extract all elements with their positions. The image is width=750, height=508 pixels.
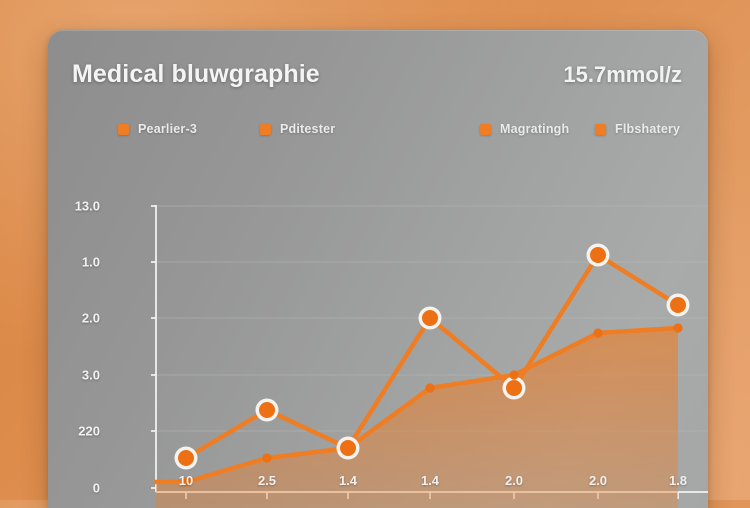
legend-label: Pearlier-3 xyxy=(138,122,197,136)
x-axis-tick-label: 1.4 xyxy=(420,473,440,488)
y-axis-tick-label: 220 xyxy=(78,423,100,439)
x-axis-tick-label: 1.4 xyxy=(338,473,358,488)
x-axis-tick-label: 2.5 xyxy=(257,473,277,488)
x-axis-tick-label: 2.0 xyxy=(504,473,524,488)
y-axis-labels: 13.0 1.0 2.0 3.0 220 0 xyxy=(54,30,100,508)
page-title: Medical bluwgraphie xyxy=(72,60,320,88)
x-axis-labels: 10 2.5 1.4 1.4 2.0 2.0 1.8 xyxy=(48,473,708,497)
legend-item-0[interactable]: Pearlier-3 xyxy=(118,118,197,140)
y-axis-tick-label: 3.0 xyxy=(81,367,100,383)
chart-legend: Pearlier-3 Pditester Magratingh Flbshatery xyxy=(70,118,695,148)
metric-value: 15.7mmol/z xyxy=(563,62,682,87)
chart-plot-area: 13.0 1.0 2.0 3.0 220 0 10 2.5 1.4 1.4 2.0 2.0 1.8 xyxy=(48,30,708,508)
x-axis-tick-label: 1.8 xyxy=(668,473,688,488)
chart-card: Medical bluwgraphie 15.7mmol/z Pearlier-… xyxy=(48,30,708,508)
legend-item-1[interactable]: Pditester xyxy=(260,118,335,140)
x-axis-tick-label: 2.0 xyxy=(588,473,608,488)
y-axis-tick-label: 0 xyxy=(92,480,100,496)
data-point[interactable] xyxy=(262,453,272,463)
legend-label: Magratingh xyxy=(500,122,570,136)
series-line-1 xyxy=(153,325,681,485)
data-point[interactable] xyxy=(670,297,686,313)
data-point[interactable] xyxy=(343,443,353,453)
legend-item-2[interactable]: Magratingh xyxy=(480,118,569,140)
data-point[interactable] xyxy=(422,310,438,326)
y-axis-tick-label: 1.0 xyxy=(81,254,100,270)
legend-label: Pditester xyxy=(280,122,336,136)
data-point[interactable] xyxy=(181,477,191,487)
data-point[interactable] xyxy=(673,323,683,333)
y-axis-tick-label: 2.0 xyxy=(81,310,100,326)
data-point[interactable] xyxy=(506,380,522,396)
data-point[interactable] xyxy=(259,402,275,418)
chart-svg xyxy=(151,205,708,508)
data-point[interactable] xyxy=(178,450,194,466)
card-header: Medical bluwgraphie 15.7mmol/z xyxy=(48,30,708,102)
data-point[interactable] xyxy=(593,328,603,338)
legend-item-3[interactable]: Flbshatery xyxy=(595,118,680,140)
data-point[interactable] xyxy=(425,383,435,393)
legend-label: Flbshatery xyxy=(615,122,681,136)
legend-swatch-icon xyxy=(480,123,491,135)
data-point[interactable] xyxy=(590,247,606,263)
series-area-fill xyxy=(156,328,678,508)
y-axis-tick-label: 13.0 xyxy=(74,198,100,214)
data-point[interactable] xyxy=(509,370,519,380)
legend-swatch-icon xyxy=(260,123,271,135)
legend-swatch-icon xyxy=(118,123,129,135)
legend-swatch-icon xyxy=(595,123,606,135)
x-axis-tick-label: 10 xyxy=(178,473,194,488)
